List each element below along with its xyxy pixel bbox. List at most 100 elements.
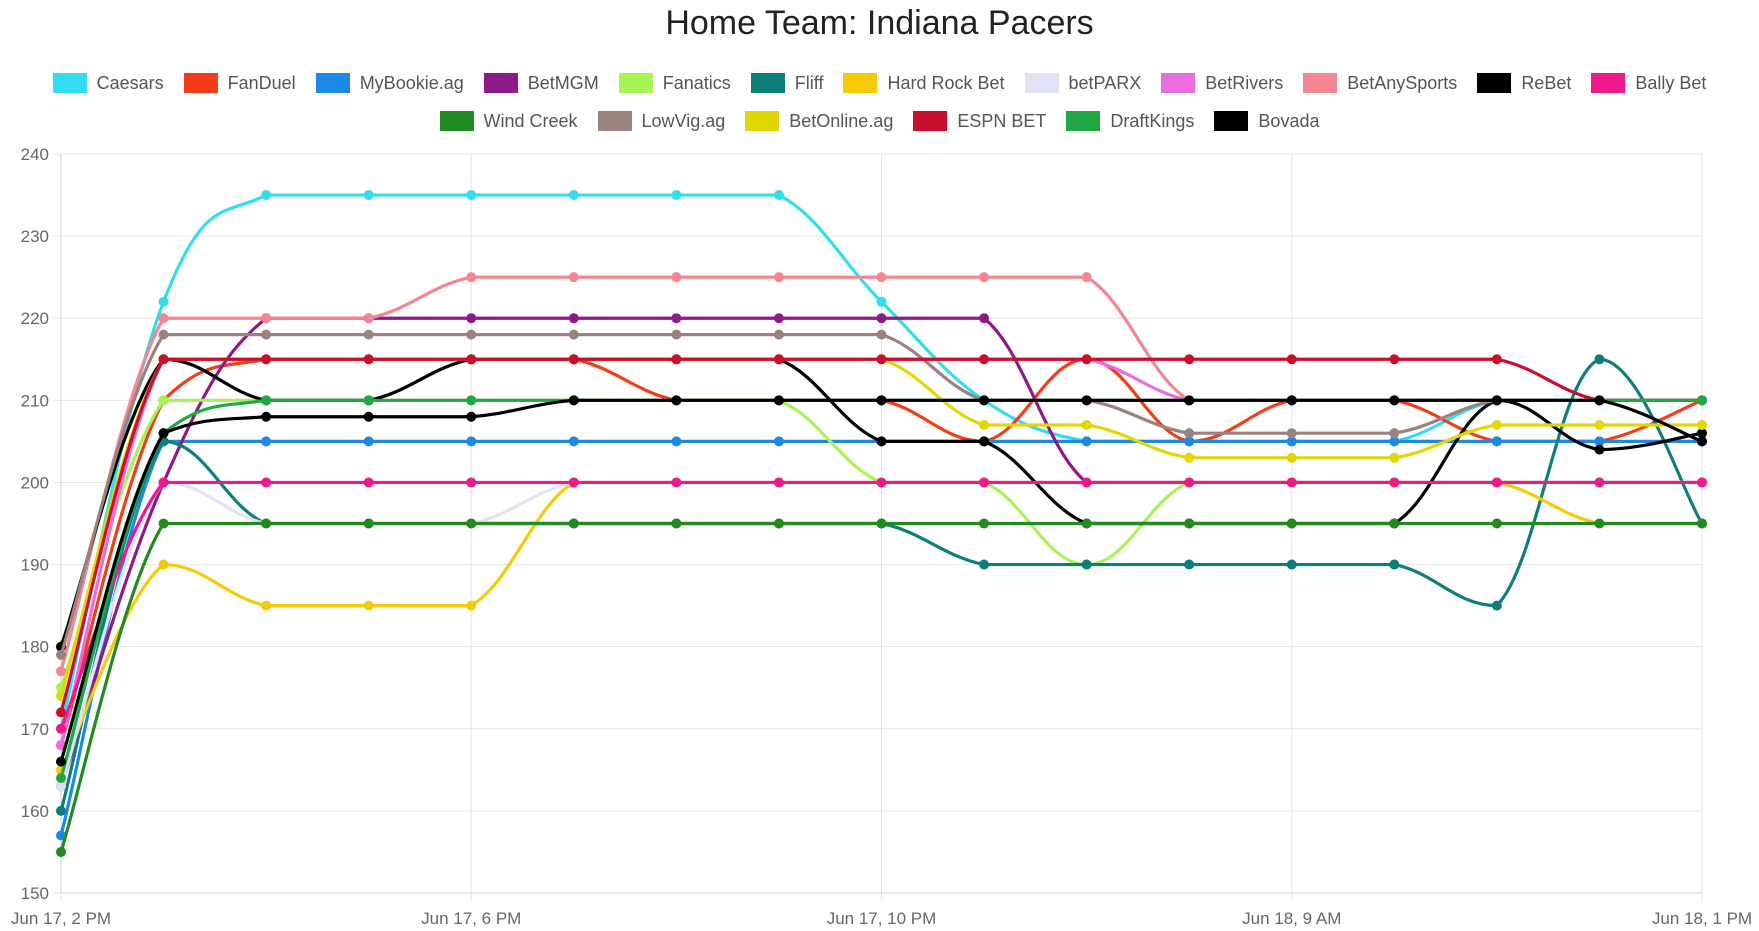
data-point-espn-bet[interactable] — [568, 354, 579, 365]
data-point-espn-bet[interactable] — [466, 354, 477, 365]
data-point-betanysports[interactable] — [1081, 272, 1092, 283]
data-point-bally-bet[interactable] — [1491, 477, 1502, 488]
data-point-draftkings[interactable] — [56, 773, 66, 784]
data-point-bovada[interactable] — [1184, 395, 1195, 406]
legend-item-rebet[interactable]: ReBet — [1477, 72, 1571, 94]
data-point-draftkings[interactable] — [363, 395, 374, 406]
data-point-bally-bet[interactable] — [1081, 477, 1092, 488]
data-point-caesars[interactable] — [466, 190, 477, 201]
data-point-fliff[interactable] — [56, 805, 66, 816]
data-point-fliff[interactable] — [1389, 559, 1400, 570]
data-point-bovada[interactable] — [1491, 395, 1502, 406]
data-point-mybookie-ag[interactable] — [773, 436, 784, 447]
data-point-bovada[interactable] — [1697, 436, 1707, 447]
data-point-espn-bet[interactable] — [158, 354, 169, 365]
data-point-betanysports[interactable] — [876, 272, 887, 283]
data-point-bally-bet[interactable] — [568, 477, 579, 488]
data-point-betmgm[interactable] — [466, 313, 477, 324]
data-point-wind-creek[interactable] — [1184, 518, 1195, 529]
data-point-fliff[interactable] — [1184, 559, 1195, 570]
legend-item-espn-bet[interactable]: ESPN BET — [913, 110, 1046, 132]
legend-item-wind-creek[interactable]: Wind Creek — [439, 110, 578, 132]
data-point-bovada[interactable] — [568, 395, 579, 406]
data-point-caesars[interactable] — [363, 190, 374, 201]
data-point-bally-bet[interactable] — [1697, 477, 1707, 488]
legend-item-caesars[interactable]: Caesars — [52, 72, 164, 94]
data-point-caesars[interactable] — [876, 296, 887, 307]
data-point-betonline-ag[interactable] — [979, 419, 990, 430]
data-point-lowvig-ag[interactable] — [261, 329, 272, 340]
data-point-espn-bet[interactable] — [1491, 354, 1502, 365]
data-point-fliff[interactable] — [1594, 354, 1605, 365]
data-point-fliff[interactable] — [1491, 600, 1502, 611]
data-point-bovada[interactable] — [466, 411, 477, 422]
data-point-hard-rock-bet[interactable] — [261, 600, 272, 611]
data-point-lowvig-ag[interactable] — [671, 329, 682, 340]
data-point-betonline-ag[interactable] — [1389, 452, 1400, 463]
data-point-hard-rock-bet[interactable] — [363, 600, 374, 611]
data-point-betonline-ag[interactable] — [1184, 452, 1195, 463]
legend-item-draftkings[interactable]: DraftKings — [1066, 110, 1194, 132]
data-point-betonline-ag[interactable] — [1491, 419, 1502, 430]
data-point-bally-bet[interactable] — [773, 477, 784, 488]
data-point-bally-bet[interactable] — [671, 477, 682, 488]
data-point-wind-creek[interactable] — [979, 518, 990, 529]
data-point-bovada[interactable] — [671, 395, 682, 406]
data-point-rebet[interactable] — [1697, 428, 1707, 439]
data-point-wind-creek[interactable] — [363, 518, 374, 529]
data-point-bovada[interactable] — [1081, 395, 1092, 406]
data-point-fliff[interactable] — [1081, 559, 1092, 570]
data-point-wind-creek[interactable] — [158, 518, 169, 529]
data-point-lowvig-ag[interactable] — [466, 329, 477, 340]
data-point-mybookie-ag[interactable] — [261, 436, 272, 447]
data-point-espn-bet[interactable] — [363, 354, 374, 365]
data-point-bally-bet[interactable] — [876, 477, 887, 488]
data-point-wind-creek[interactable] — [261, 518, 272, 529]
data-point-bally-bet[interactable] — [1594, 477, 1605, 488]
data-point-betmgm[interactable] — [671, 313, 682, 324]
data-point-bovada[interactable] — [261, 411, 272, 422]
data-point-mybookie-ag[interactable] — [1491, 436, 1502, 447]
data-point-betmgm[interactable] — [568, 313, 579, 324]
data-point-rebet[interactable] — [979, 436, 990, 447]
data-point-wind-creek[interactable] — [1389, 518, 1400, 529]
data-point-espn-bet[interactable] — [1081, 354, 1092, 365]
data-point-betonline-ag[interactable] — [1081, 419, 1092, 430]
data-point-betparx[interactable] — [56, 781, 66, 792]
data-point-bovada[interactable] — [979, 395, 990, 406]
legend-item-fliff[interactable]: Fliff — [750, 72, 823, 94]
data-point-betmgm[interactable] — [773, 313, 784, 324]
legend-item-hard-rock-bet[interactable]: Hard Rock Bet — [843, 72, 1005, 94]
data-point-caesars[interactable] — [671, 190, 682, 201]
data-point-betanysports[interactable] — [158, 313, 169, 324]
data-point-bally-bet[interactable] — [1184, 477, 1195, 488]
data-point-bovada[interactable] — [158, 428, 169, 439]
data-point-betanysports[interactable] — [979, 272, 990, 283]
data-point-bovada[interactable] — [56, 756, 66, 767]
legend-item-betrivers[interactable]: BetRivers — [1161, 72, 1283, 94]
data-point-bovada[interactable] — [1286, 395, 1297, 406]
data-point-lowvig-ag[interactable] — [1389, 428, 1400, 439]
data-point-draftkings[interactable] — [1697, 395, 1707, 406]
data-point-bovada[interactable] — [1389, 395, 1400, 406]
data-point-mybookie-ag[interactable] — [1286, 436, 1297, 447]
data-point-espn-bet[interactable] — [979, 354, 990, 365]
data-point-betanysports[interactable] — [773, 272, 784, 283]
data-point-wind-creek[interactable] — [1594, 518, 1605, 529]
data-point-lowvig-ag[interactable] — [56, 649, 66, 660]
data-point-mybookie-ag[interactable] — [1594, 436, 1605, 447]
data-point-bally-bet[interactable] — [1389, 477, 1400, 488]
data-point-lowvig-ag[interactable] — [158, 329, 169, 340]
data-point-bally-bet[interactable] — [158, 477, 169, 488]
legend-item-bovada[interactable]: Bovada — [1214, 110, 1319, 132]
data-point-wind-creek[interactable] — [1491, 518, 1502, 529]
data-point-hard-rock-bet[interactable] — [466, 600, 477, 611]
data-point-bally-bet[interactable] — [1286, 477, 1297, 488]
data-point-caesars[interactable] — [158, 296, 169, 307]
legend-item-bally-bet[interactable]: Bally Bet — [1591, 72, 1706, 94]
data-point-betanysports[interactable] — [568, 272, 579, 283]
data-point-draftkings[interactable] — [261, 395, 272, 406]
data-point-mybookie-ag[interactable] — [1184, 436, 1195, 447]
data-point-espn-bet[interactable] — [1184, 354, 1195, 365]
data-point-betanysports[interactable] — [363, 313, 374, 324]
